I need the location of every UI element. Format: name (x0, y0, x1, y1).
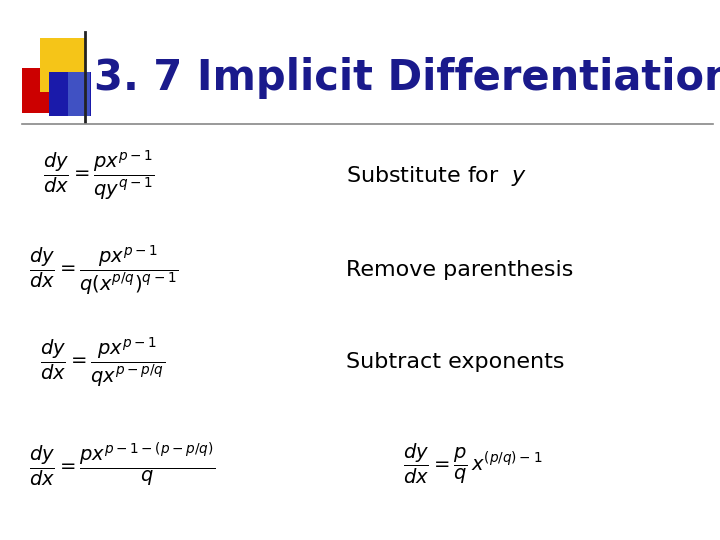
Text: $\dfrac{dy}{dx} = \dfrac{px^{p-1}}{q(x^{p/q})^{q-1}}$: $\dfrac{dy}{dx} = \dfrac{px^{p-1}}{q(x^{… (29, 243, 179, 297)
Bar (68, 72, 90, 116)
Text: Substitute for  $y$: Substitute for $y$ (346, 164, 527, 187)
Text: $\dfrac{dy}{dx} = \dfrac{px^{p-1}}{qy^{q-1}}$: $\dfrac{dy}{dx} = \dfrac{px^{p-1}}{qy^{q… (43, 148, 155, 202)
Text: $\dfrac{dy}{dx} = \dfrac{px^{p-1}}{qx^{p-p/q}}$: $\dfrac{dy}{dx} = \dfrac{px^{p-1}}{qx^{p… (40, 335, 165, 389)
Text: $\dfrac{dy}{dx} = \dfrac{px^{p-1-(p-p/q)}}{q}$: $\dfrac{dy}{dx} = \dfrac{px^{p-1-(p-p/q)… (29, 440, 215, 489)
Text: Remove parenthesis: Remove parenthesis (346, 260, 573, 280)
Bar (49, 72, 91, 116)
Text: Subtract exponents: Subtract exponents (346, 352, 564, 372)
Text: $\dfrac{dy}{dx} = \dfrac{p}{q}\, x^{(p/q)-1}$: $\dfrac{dy}{dx} = \dfrac{p}{q}\, x^{(p/q… (403, 442, 543, 487)
Text: 3. 7 Implicit Differentiation: 3. 7 Implicit Differentiation (94, 57, 720, 99)
Bar (22, 68, 63, 113)
Bar (40, 38, 86, 92)
